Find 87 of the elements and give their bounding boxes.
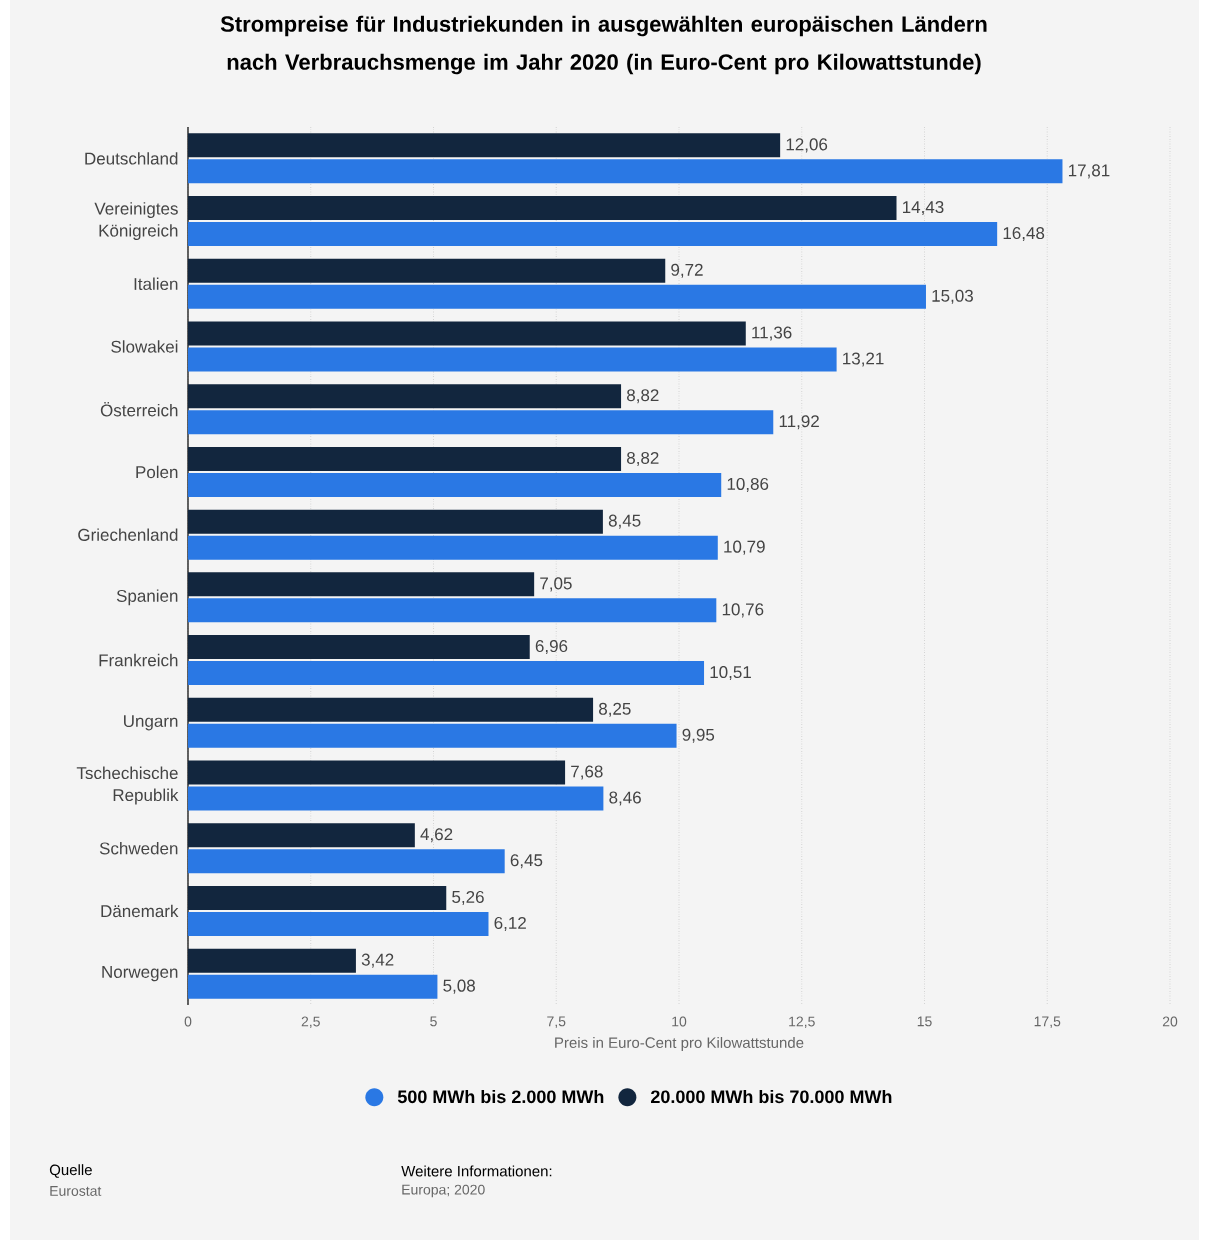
bar	[188, 849, 505, 874]
data-label: 7,68	[571, 765, 603, 780]
bar	[188, 823, 415, 848]
data-label: 8,45	[608, 514, 641, 529]
bar	[188, 222, 998, 247]
bar	[188, 258, 666, 283]
data-label: 9,72	[671, 263, 703, 278]
y-tick-label: Norwegen	[102, 966, 178, 982]
data-label: 10,79	[724, 540, 765, 555]
y-tick-label: Schweden	[99, 841, 178, 855]
y-tick-label: Polen	[136, 465, 178, 479]
x-tick-label: 2,5	[301, 1016, 320, 1029]
bar	[188, 598, 717, 623]
text: Europa; 2020	[402, 1184, 485, 1198]
bar	[188, 760, 566, 785]
bar	[188, 723, 677, 748]
y-tick-label: Ungarn	[124, 715, 178, 731]
x-tick-label: 10	[672, 1016, 687, 1027]
bar	[188, 472, 722, 497]
x-tick-label: 7,5	[547, 1016, 566, 1028]
bar	[188, 196, 897, 221]
y-tick-label: Deutschland	[85, 152, 178, 165]
bar	[188, 911, 489, 936]
text: Weitere Informationen:	[401, 1165, 552, 1177]
bar	[188, 661, 705, 686]
data-label: 13,21	[843, 352, 884, 367]
x-tick-label: 17,5	[1034, 1016, 1061, 1028]
bar	[188, 635, 530, 660]
bar	[188, 697, 594, 722]
data-label: 14,43	[903, 201, 944, 216]
data-label: 5,26	[452, 890, 484, 905]
y-tick-label: Österreich	[100, 402, 178, 417]
data-label: 10,76	[722, 603, 764, 618]
bar	[188, 384, 622, 409]
data-label: 5,08	[443, 979, 475, 994]
x-tick-label: 20	[1162, 1016, 1178, 1027]
data-label: 8,46	[609, 791, 641, 806]
data-label: 11,36	[752, 326, 792, 341]
data-label: 6,12	[494, 916, 526, 931]
x-tick-label: 15	[917, 1016, 932, 1027]
data-label: 7,05	[540, 577, 572, 592]
data-label: 3,42	[361, 953, 394, 968]
data-label: 6,45	[510, 854, 543, 869]
bar	[188, 133, 781, 158]
x-tick-label: 0	[184, 1016, 192, 1027]
y-tick-label: Spanien	[116, 589, 178, 606]
data-label: 10,51	[710, 666, 751, 681]
data-label: 12,06	[786, 138, 828, 153]
y-tick-label: Vereinigtes Königreich	[94, 202, 178, 240]
chart-title: Strompreise für Industriekunden in ausgewählten europäischen Ländern nach Verbrauchsmenge im Jahr 2020 (in Euro-Cent pro Kilowattstunde)	[220, 15, 987, 75]
bar	[188, 446, 622, 471]
text: Quelle	[49, 1164, 92, 1178]
data-label: 11,92	[779, 415, 819, 430]
bar	[188, 885, 447, 910]
y-tick-label: Dänemark	[101, 904, 179, 918]
legend-label: 500 MWh bis 2.000 MWh	[397, 1089, 604, 1104]
bar	[188, 535, 718, 560]
legend-label: 20.000 MWh bis 70.000 MWh	[651, 1089, 892, 1104]
bar	[188, 509, 603, 534]
data-label: 6,96	[535, 640, 568, 655]
bar	[188, 410, 774, 435]
y-tick-label: Griechenland	[78, 528, 178, 541]
data-label: 4,62	[420, 828, 453, 843]
data-label: 10,86	[727, 477, 769, 492]
data-label: 17,81	[1068, 164, 1110, 179]
data-label: 15,03	[932, 289, 973, 304]
data-label: 8,25	[599, 702, 631, 717]
x-tick-label: 12,5	[789, 1016, 815, 1029]
y-tick-label: Tschechische Republik	[76, 766, 179, 805]
bar	[188, 321, 746, 346]
bar	[188, 974, 438, 999]
y-tick-label: Italien	[134, 277, 178, 291]
data-label: 9,95	[682, 728, 715, 743]
bar	[188, 572, 535, 597]
bar	[188, 347, 837, 372]
bar	[188, 159, 1063, 184]
x-axis-title: Preis in Euro-Cent pro Kilowattstunde	[555, 1036, 804, 1051]
bar	[188, 948, 356, 973]
data-label: 8,82	[627, 389, 659, 404]
data-label: 16,48	[1003, 227, 1045, 242]
y-tick-label: Slowakei	[111, 340, 178, 353]
text: Eurostat	[50, 1186, 102, 1196]
y-tick-label: Frankreich	[99, 653, 178, 667]
data-label: 8,82	[627, 451, 659, 466]
x-tick-label: 5	[430, 1016, 437, 1027]
bar	[188, 284, 926, 309]
bar	[188, 786, 604, 811]
